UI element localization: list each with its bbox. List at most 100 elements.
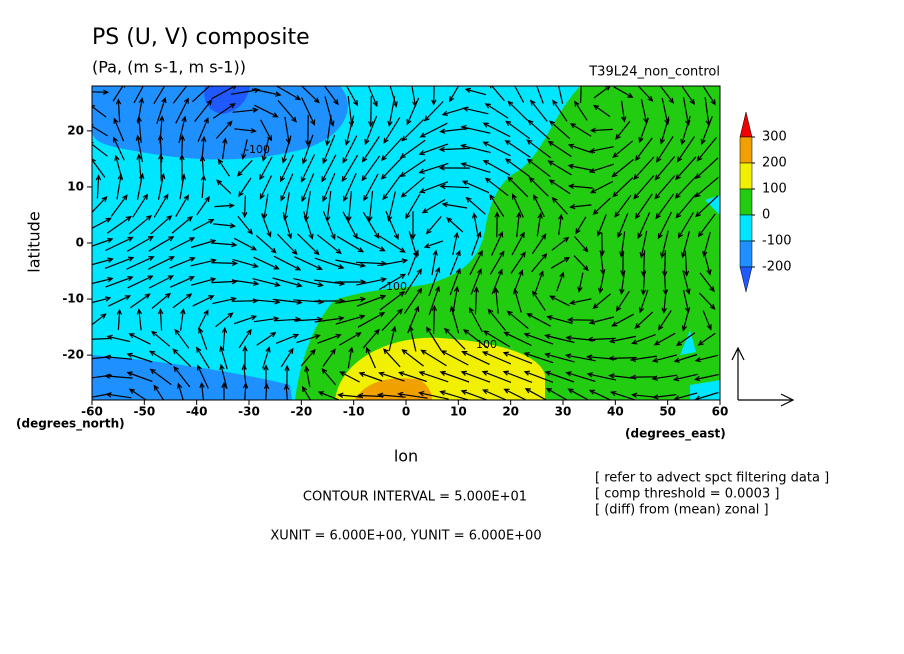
wind-arrow <box>128 215 153 235</box>
wind-arrow <box>423 240 444 249</box>
wind-arrow <box>681 309 690 332</box>
wind-arrow <box>222 137 228 160</box>
chart-subtitle: (Pa, (m s-1, m s-1)) <box>92 58 246 77</box>
wind-arrow <box>380 156 403 180</box>
region <box>680 330 696 355</box>
wind-arrow <box>136 115 142 143</box>
wind-arrow <box>418 162 449 174</box>
wind-arrow <box>460 125 491 134</box>
wind-arrow <box>262 346 271 369</box>
wind-arrow <box>175 97 189 124</box>
wind-arrow <box>551 236 570 251</box>
wind-arrow <box>425 216 442 235</box>
colorbar-box <box>739 188 753 216</box>
wind-arrow <box>179 173 186 200</box>
wind-arrow <box>657 211 673 240</box>
wind-arrow <box>197 117 209 142</box>
region <box>705 195 720 215</box>
wind-arrow <box>213 222 237 229</box>
wind-arrow <box>569 298 592 305</box>
wind-arrow <box>697 213 716 238</box>
wind-arrow <box>116 308 123 330</box>
wind-arrow <box>695 195 719 218</box>
wind-arrow <box>92 313 107 326</box>
wind-arrow <box>347 346 354 369</box>
wind-arrow <box>503 331 532 347</box>
wind-arrow <box>173 365 191 388</box>
x-tick-label: -40 <box>186 405 208 419</box>
wind-arrow <box>275 333 300 344</box>
wind-arrow <box>339 371 360 383</box>
wind-arrow <box>511 231 525 256</box>
wind-arrow <box>452 285 460 315</box>
wind-arrow <box>377 258 409 267</box>
wind-arrow <box>106 334 131 343</box>
wind-arrow <box>446 217 464 233</box>
wind-arrow <box>253 256 280 270</box>
wind-arrow <box>234 127 257 134</box>
wind-arrow <box>656 136 674 163</box>
wind-arrow <box>552 99 568 122</box>
wind-arrow <box>504 139 531 158</box>
x-tick-label: 0 <box>402 405 410 419</box>
wind-arrow <box>682 97 691 127</box>
x-tick-label: 20 <box>502 405 519 419</box>
wind-arrow <box>589 180 614 194</box>
wind-arrow <box>379 291 406 311</box>
wind-arrow <box>491 268 503 295</box>
wind-arrow <box>273 255 302 271</box>
colorbar-box <box>739 214 753 242</box>
wind-arrow <box>564 353 596 362</box>
wind-arrow <box>633 175 655 200</box>
wind-arrow <box>503 388 528 400</box>
wind-arrow <box>305 114 311 147</box>
wind-arrow <box>153 384 165 400</box>
wind-arrow <box>300 348 316 367</box>
wind-arrow <box>696 137 717 162</box>
wind-arrow <box>573 255 589 272</box>
colorbar-triangle <box>739 111 753 138</box>
wind-arrow <box>303 211 314 240</box>
wind-arrow <box>460 370 491 383</box>
colorbar-label: -100 <box>762 234 792 249</box>
wind-arrow <box>694 373 719 382</box>
wind-arrow <box>149 368 172 386</box>
wind-arrow <box>614 194 632 218</box>
wind-arrow <box>382 348 401 368</box>
wind-arrow <box>634 137 653 162</box>
wind-arrow <box>105 236 134 252</box>
wind-arrow <box>544 370 575 383</box>
wind-arrow <box>346 191 352 223</box>
wind-arrow <box>197 364 209 389</box>
contour-label: 100 <box>476 338 497 351</box>
wind-arrow <box>367 191 374 223</box>
wind-arrow <box>676 136 695 163</box>
wind-arrow <box>418 143 449 156</box>
wind-arrow <box>507 100 529 121</box>
wind-arrow <box>261 137 270 162</box>
wind-arrow <box>655 193 675 220</box>
wind-arrow <box>516 211 522 238</box>
wind-arrow <box>92 257 114 266</box>
wind-arrow <box>252 278 281 287</box>
x-tick-label: -20 <box>290 405 312 419</box>
wind-arrow <box>92 217 112 229</box>
wind-arrow <box>481 351 512 365</box>
chart-title: PS (U, V) composite <box>92 25 310 50</box>
wind-arrow <box>401 349 424 367</box>
wind-arrow <box>304 365 311 388</box>
wind-arrow <box>92 141 108 157</box>
wind-arrow <box>115 98 122 123</box>
wind-arrow <box>673 353 698 363</box>
wind-arrow <box>358 371 383 382</box>
wind-arrow <box>681 86 695 106</box>
wind-arrow <box>697 332 716 346</box>
wind-arrow <box>104 354 133 360</box>
colorbar-box <box>739 136 753 164</box>
wind-arrow <box>639 230 648 259</box>
wind-arrow <box>439 370 470 383</box>
wind-arrow <box>150 214 173 235</box>
wind-arrow <box>473 286 480 315</box>
wind-arrow <box>301 385 312 400</box>
wind-arrow <box>361 136 380 163</box>
